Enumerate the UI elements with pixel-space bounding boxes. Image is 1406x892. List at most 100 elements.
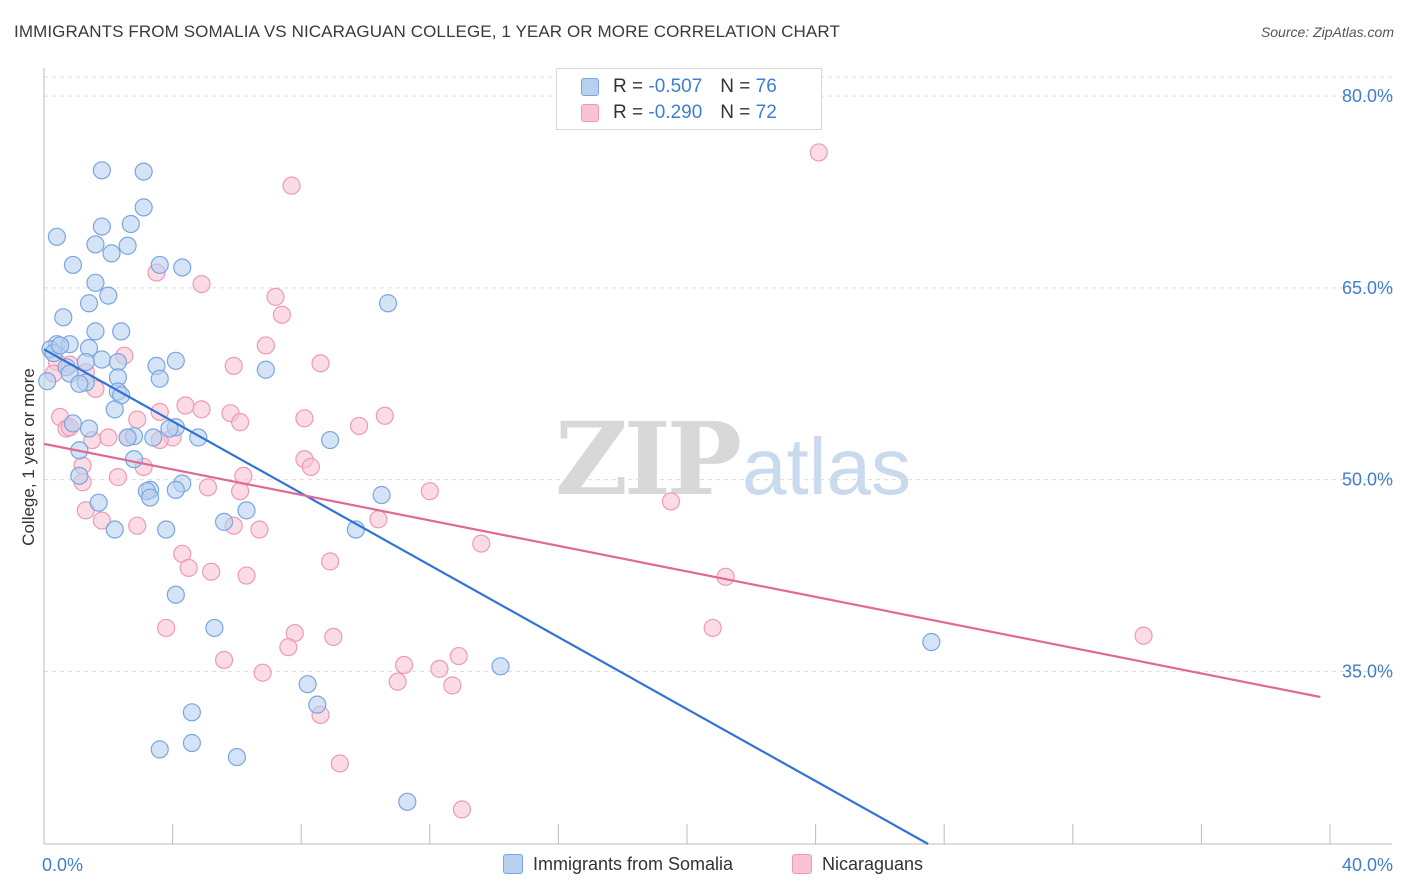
somalia-point (134, 162, 153, 181)
nicaraguans-point (256, 336, 275, 355)
nicaraguans-point (1134, 626, 1153, 645)
n-value: 76 (755, 76, 777, 97)
somalia-swatch (503, 854, 523, 874)
somalia-point (237, 501, 256, 520)
somalia-point (140, 488, 160, 507)
watermark-atlas: atlas (741, 422, 911, 511)
somalia-point (214, 512, 234, 531)
r-label: R = (613, 76, 644, 97)
somalia-point (134, 198, 153, 217)
nicaraguans-point (452, 800, 472, 819)
somalia-point (86, 273, 105, 292)
nicaraguans-point (375, 406, 394, 425)
legend-row-somalia: R = -0.507 N = 76 (581, 74, 777, 100)
watermark-zip: ZIP (555, 400, 742, 518)
somalia-point (86, 235, 105, 254)
somalia-point (150, 740, 169, 759)
nicaraguans-point (301, 457, 320, 476)
somalia-point (89, 493, 108, 512)
somalia-point (166, 351, 185, 370)
bottom-legend-label: Immigrants from Somalia (533, 853, 734, 874)
source-credit: Source: ZipAtlas.com (1260, 24, 1394, 40)
y-axis-title: College, 1 year or more (19, 368, 38, 546)
somalia-point (150, 369, 169, 388)
chart-title: IMMIGRANTS FROM SOMALIA VS NICARAGUAN CO… (14, 22, 840, 41)
nicaraguans-point (192, 400, 211, 419)
x-tick-label: 0.0% (42, 855, 83, 875)
somalia-point (166, 480, 185, 500)
nicaraguans-swatch (792, 854, 812, 874)
nicaraguans-point (420, 482, 439, 501)
somalia-point (92, 217, 111, 236)
somalia-point (63, 414, 83, 433)
nicaraguans-point (224, 356, 243, 376)
somalia-point (79, 294, 99, 313)
nicaraguans-point (237, 566, 256, 585)
r-label: R = (613, 102, 644, 123)
somalia-point (102, 244, 121, 263)
somalia-point (372, 485, 391, 505)
somalia-point (124, 450, 144, 469)
somalia-point (86, 322, 105, 341)
somalia-point (144, 428, 163, 447)
nicaraguans-point (253, 663, 272, 682)
nicaraguans-point (128, 516, 147, 535)
trend-lines (43, 348, 1321, 845)
y-tick-label: 50.0% (1342, 470, 1393, 490)
n-value: 72 (755, 102, 777, 123)
somalia-point (38, 372, 57, 391)
nicaraguans-point (324, 627, 343, 647)
somalia-point (491, 657, 510, 676)
nicaraguans-point (231, 482, 250, 501)
nicaraguans-point (250, 520, 269, 539)
somalia-point (227, 747, 246, 767)
somalia-points (38, 161, 941, 811)
somalia-point (150, 255, 169, 275)
somalia-point (105, 400, 124, 419)
y-tick-label: 65.0% (1342, 278, 1393, 298)
nicaraguans-point (266, 287, 285, 306)
bottom-legend-label: Nicaraguans (822, 853, 924, 874)
somalia-point (47, 227, 66, 246)
nicaraguans-point (92, 511, 111, 530)
somalia-point (378, 294, 398, 313)
somalia-point (79, 419, 99, 438)
nicaraguans-points (44, 143, 1153, 819)
nicaraguans-point (128, 410, 147, 429)
nicaraguans-point (198, 478, 218, 497)
somalia-point (256, 360, 275, 379)
somalia-point (76, 352, 95, 372)
nicaraguans-point (279, 638, 298, 657)
legend-row-nicaraguans: R = -0.290 N = 72 (581, 100, 777, 126)
somalia-point (182, 733, 201, 753)
somalia-point (321, 430, 340, 450)
nicaraguans-point (449, 646, 468, 666)
nicaraguans-point (394, 655, 414, 675)
nicaraguans-point (430, 659, 449, 678)
nicaraguans-point (330, 754, 349, 773)
somalia-point (205, 618, 224, 638)
nicaraguans-point (809, 143, 828, 162)
somalia-point (99, 286, 118, 305)
somalia-point (70, 466, 89, 485)
nicaraguans-point (108, 468, 128, 487)
somalia-point (54, 308, 73, 327)
nicaraguans-point (231, 413, 250, 432)
somalia-point (105, 520, 124, 539)
nicaraguans-point (472, 534, 491, 553)
y-tick-label: 35.0% (1342, 661, 1393, 681)
somalia-point (50, 336, 70, 355)
nicaraguans-point (388, 672, 407, 691)
nicaraguans-point (369, 510, 388, 529)
nicaraguans-point (179, 558, 198, 577)
nicaraguans-point (703, 618, 722, 638)
somalia-point (173, 258, 192, 277)
somalia-point (121, 214, 140, 234)
somalia-point (922, 632, 941, 652)
nicaraguans-point (202, 562, 221, 581)
somalia-point (118, 236, 137, 255)
somalia-swatch (581, 78, 599, 96)
r-value: -0.290 (648, 102, 703, 123)
nicaraguans-point (99, 428, 118, 447)
